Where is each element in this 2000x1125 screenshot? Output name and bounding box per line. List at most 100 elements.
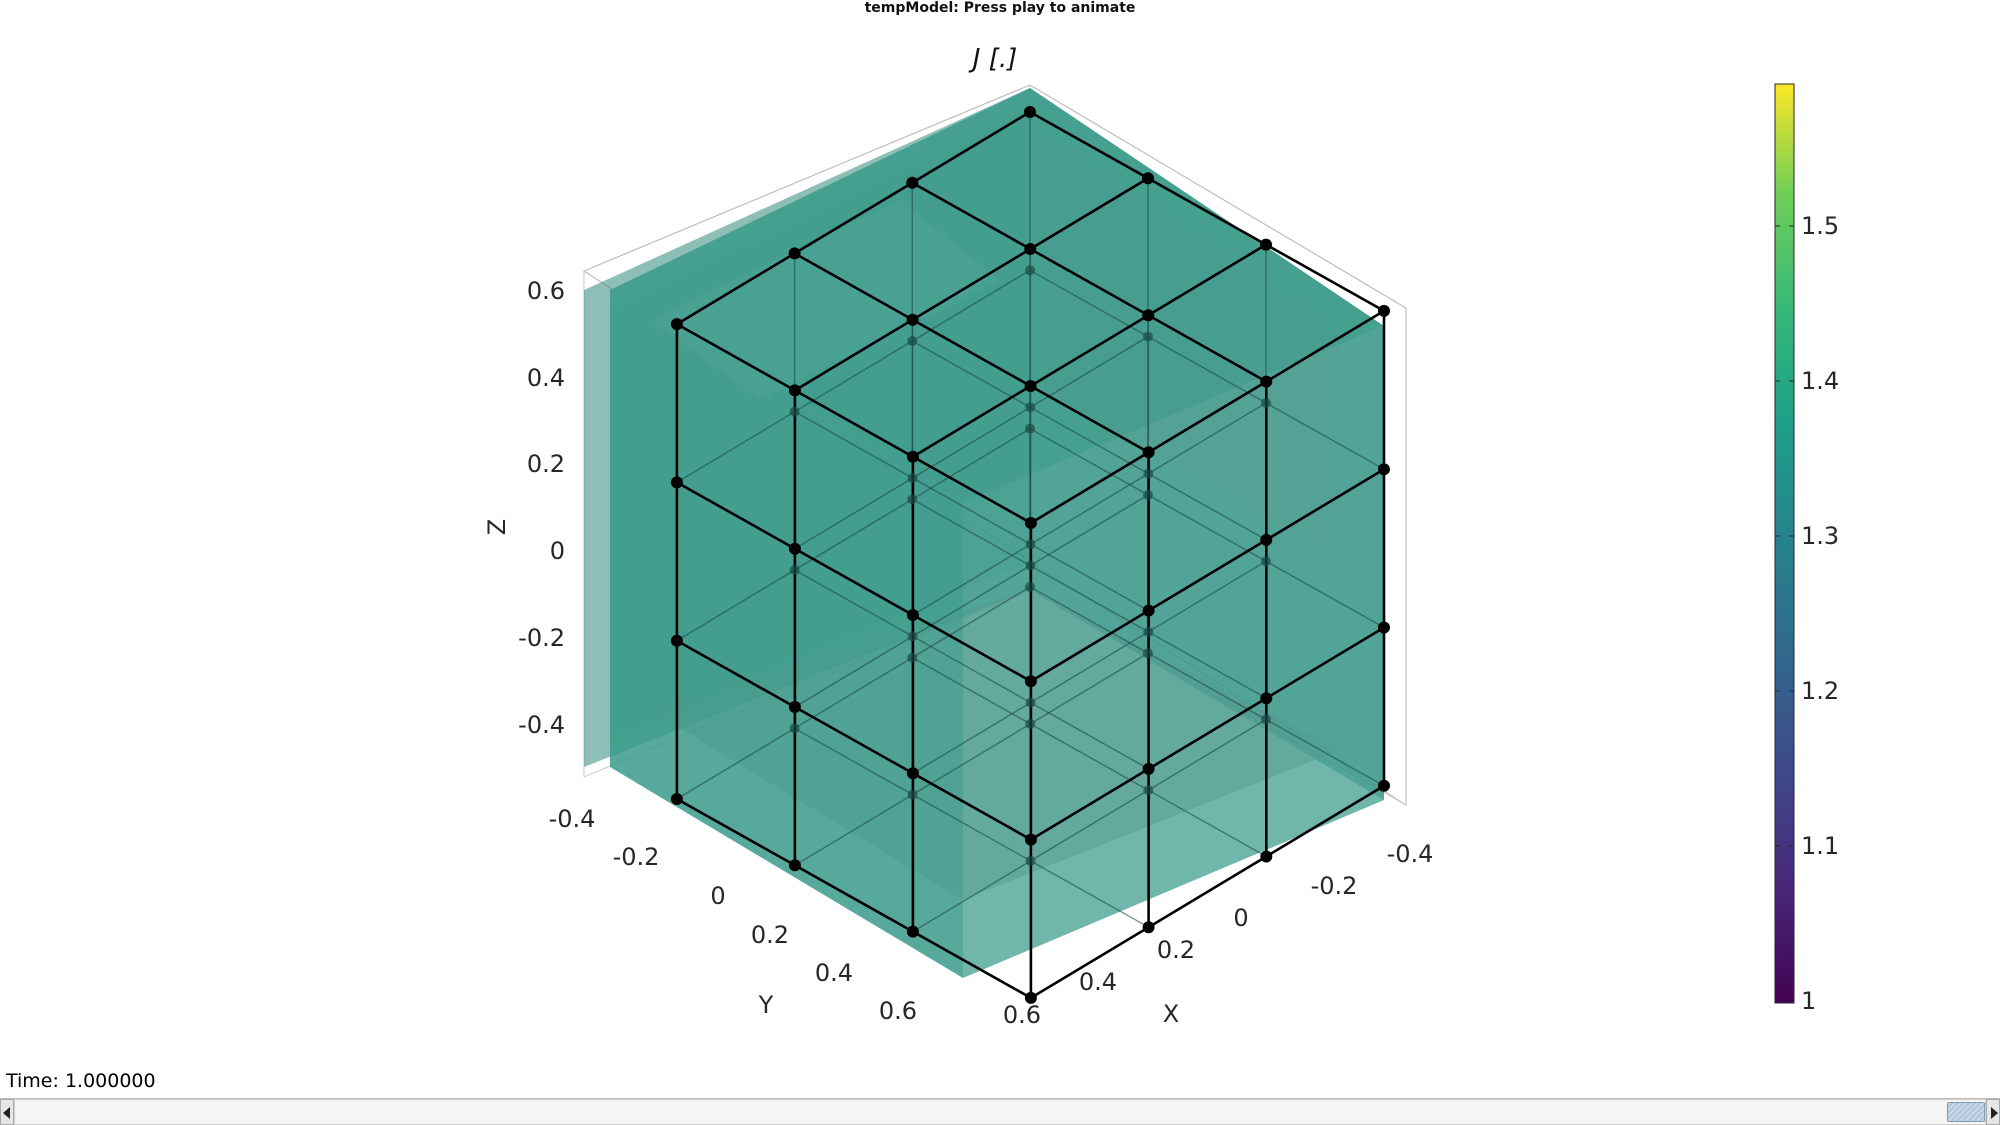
z-tick-label: 0.4: [527, 364, 565, 392]
mesh-edge: [794, 389, 914, 458]
mesh-node: [1025, 265, 1035, 276]
mesh-edge: [912, 772, 1032, 841]
mesh-node: [1024, 243, 1037, 255]
mesh-node: [1142, 446, 1155, 459]
mesh-node: [788, 384, 801, 397]
mesh-edge: [1265, 309, 1385, 383]
mesh-node: [1025, 402, 1036, 413]
mesh-node: [670, 634, 683, 647]
mesh-node: [1025, 855, 1036, 866]
window-title: tempModel: Press play to animate: [864, 0, 1136, 16]
mesh-node: [907, 336, 918, 346]
x-axis-label: X: [1163, 1000, 1179, 1028]
mesh-node: [788, 701, 801, 713]
mesh-node: [1142, 604, 1155, 617]
mesh-node: [1142, 762, 1155, 775]
mesh-edge: [1029, 384, 1150, 454]
colorbar-tick-label: 1.2: [1801, 677, 1839, 705]
y-tick-label: 0.6: [879, 997, 917, 1025]
mesh-node: [1260, 850, 1273, 863]
mesh-edge: [912, 930, 1032, 1000]
mesh-node: [1260, 375, 1273, 388]
mesh-node: [1260, 692, 1273, 705]
mesh-node: [1378, 304, 1390, 317]
z-axis-label: Z: [483, 519, 511, 535]
mesh-edge-hidden: [912, 701, 1031, 774]
mesh-node: [1143, 626, 1154, 637]
mesh-node: [907, 494, 918, 505]
scroll-track[interactable]: [14, 1099, 1986, 1125]
mesh-node: [788, 859, 801, 872]
figure-canvas[interactable]: 0.6 0.4 0.2 0 -0.2 -0.4 -0.4 -0.2 0 0.2 …: [0, 0, 2000, 1095]
mesh-edge-hidden: [1030, 543, 1149, 612]
colorbar-tick-label: 1: [1801, 987, 1816, 1015]
mesh-edge: [912, 455, 1032, 525]
mesh-node: [1025, 581, 1035, 592]
x-tick-label: -0.2: [1311, 872, 1358, 900]
mesh-edge: [912, 384, 1032, 458]
mesh-node: [789, 565, 800, 575]
colorbar-gradient: [1774, 83, 1795, 1004]
mesh-edge: [676, 481, 796, 550]
mesh-edge: [1030, 451, 1150, 525]
y-tick-label: -0.4: [549, 805, 596, 833]
scroll-left-button[interactable]: [0, 1099, 14, 1125]
mesh-node: [1142, 309, 1155, 322]
mesh-node: [1143, 648, 1153, 659]
mesh-edge: [1265, 243, 1385, 313]
mesh-edge: [911, 110, 1031, 184]
mesh-edge: [794, 864, 914, 933]
mesh-node: [1025, 423, 1035, 434]
mesh-edge-hidden: [1030, 631, 1149, 704]
time-label: Time: 1.000000: [6, 1070, 156, 1092]
z-tick-label: -0.2: [518, 624, 565, 652]
mesh-edge: [1265, 626, 1385, 700]
mesh-node: [1025, 539, 1036, 550]
mesh-node: [1378, 779, 1390, 792]
time-scrollbar[interactable]: [0, 1098, 2000, 1125]
mesh-edge-hidden: [794, 477, 913, 550]
x-tick-label: 0.6: [1003, 1001, 1041, 1029]
mesh-node: [788, 542, 801, 555]
plot-title: J [.]: [968, 44, 1017, 74]
mesh-node: [1024, 833, 1037, 846]
mesh-edge: [1030, 609, 1150, 683]
mesh-node: [1143, 489, 1153, 500]
z-axis-ticks: 0.6 0.4 0.2 0 -0.2 -0.4: [518, 277, 565, 739]
mesh-node: [789, 406, 800, 417]
mesh-edge: [793, 252, 914, 321]
mesh-edge: [1030, 767, 1150, 841]
mesh-edge-hidden: [1147, 335, 1267, 404]
scroll-thumb[interactable]: [1947, 1102, 1985, 1122]
mesh-node: [1378, 621, 1390, 634]
mesh-edge-hidden: [1265, 402, 1385, 470]
mesh-node: [670, 476, 683, 489]
mesh-edge-hidden: [1030, 789, 1149, 862]
mesh-edge: [1029, 314, 1149, 388]
mesh-edge-hidden: [1147, 718, 1267, 791]
mesh-edge: [794, 705, 914, 775]
mesh-node: [1378, 463, 1390, 476]
mesh-edge: [1029, 110, 1149, 180]
mesh-node: [1260, 533, 1273, 546]
mesh-edge-hidden: [676, 569, 795, 642]
mesh-node: [1143, 468, 1154, 479]
mesh-edge-hidden: [911, 427, 1031, 500]
mesh-node: [1024, 991, 1037, 1004]
mesh-edge-hidden: [1029, 723, 1149, 791]
y-axis-label: Y: [758, 991, 774, 1019]
mesh-edge: [1265, 468, 1385, 542]
mesh-edge: [794, 547, 914, 617]
mesh-edge-hidden: [912, 543, 1031, 616]
mesh-node: [1260, 238, 1272, 251]
y-axis-ticks: -0.4 -0.2 0 0.2 0.4 0.6: [549, 805, 918, 1025]
mesh-node: [907, 652, 918, 663]
arrow-right-icon: [1991, 1107, 1998, 1119]
mesh-edge: [912, 613, 1032, 683]
colorbar: 1.5 1.4 1.3 1.2 1.1 1: [1774, 83, 1839, 1015]
mesh-edge: [1029, 247, 1149, 317]
scroll-right-button[interactable]: [1986, 1099, 2000, 1125]
z-tick-label: 0.6: [527, 277, 565, 305]
mesh-edge: [1147, 697, 1267, 771]
mesh-edge-hidden: [1147, 472, 1267, 541]
